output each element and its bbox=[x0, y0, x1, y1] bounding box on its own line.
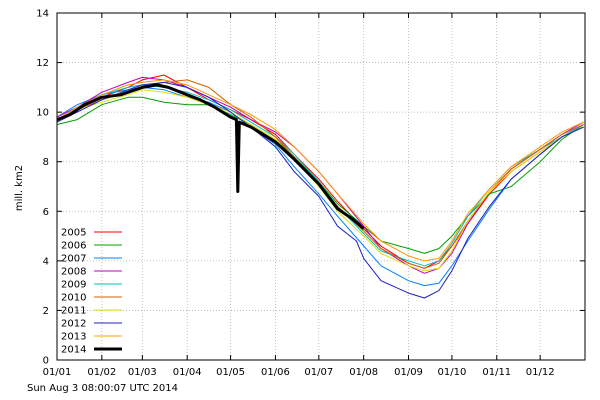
x-tick-label: 01/03 bbox=[128, 367, 157, 378]
legend: 2005 2006 2007 2008 2009 2010 2011 2012 2013 2014 bbox=[61, 228, 122, 356]
legend-label: 2013 bbox=[61, 332, 86, 343]
series-line-2011 bbox=[56, 89, 584, 272]
legend-label: 2007 bbox=[61, 254, 86, 265]
timestamp: Sun Aug 3 08:00:07 UTC 2014 bbox=[27, 383, 178, 394]
legend-label: 2006 bbox=[61, 241, 86, 252]
y-tick-label: 2 bbox=[43, 306, 49, 317]
x-tick-label: 01/07 bbox=[304, 367, 333, 378]
x-tick-label: 01/11 bbox=[482, 367, 511, 378]
plot-frame bbox=[56, 12, 586, 361]
y-axis-label: mill. km2 bbox=[14, 165, 25, 211]
x-tick-label: 01/04 bbox=[173, 367, 202, 378]
legend-label: 2010 bbox=[61, 293, 86, 304]
x-tick-label: 01/12 bbox=[526, 367, 555, 378]
legend-label: 2005 bbox=[61, 228, 86, 239]
legend-label: 2012 bbox=[61, 319, 86, 330]
legend-label: 2009 bbox=[61, 280, 86, 291]
x-tick-label: 01/09 bbox=[394, 367, 423, 378]
x-tick-label: 01/06 bbox=[261, 367, 290, 378]
legend-label: 2011 bbox=[61, 306, 86, 317]
x-tick-label: 01/01 bbox=[43, 367, 72, 378]
x-tick-label: 01/08 bbox=[349, 367, 378, 378]
legend-label: 2014 bbox=[61, 345, 86, 356]
x-tick-label: 01/05 bbox=[216, 367, 245, 378]
series-line-2014 bbox=[56, 83, 365, 230]
y-tick-label: 6 bbox=[43, 207, 49, 218]
series-layer bbox=[56, 74, 584, 299]
series-line-2005 bbox=[56, 74, 584, 269]
y-tick-label: 0 bbox=[43, 356, 49, 367]
y-tick-label: 4 bbox=[43, 256, 49, 267]
x-tick-label: 01/02 bbox=[87, 367, 116, 378]
series-line-2013 bbox=[56, 79, 584, 262]
x-tick-label: 01/10 bbox=[438, 367, 467, 378]
series-line-2012 bbox=[56, 81, 584, 299]
y-tick-label: 10 bbox=[36, 108, 49, 119]
tick-layer: 0 2 4 6 8 10 12 14 01/01 01/02 01/03 01/04 01/05 01/0… bbox=[36, 9, 585, 378]
grid-layer bbox=[57, 13, 585, 360]
y-tick-label: 12 bbox=[36, 58, 49, 69]
y-tick-label: 8 bbox=[43, 157, 49, 168]
legend-label: 2008 bbox=[61, 267, 86, 278]
y-tick-label: 14 bbox=[36, 9, 49, 20]
